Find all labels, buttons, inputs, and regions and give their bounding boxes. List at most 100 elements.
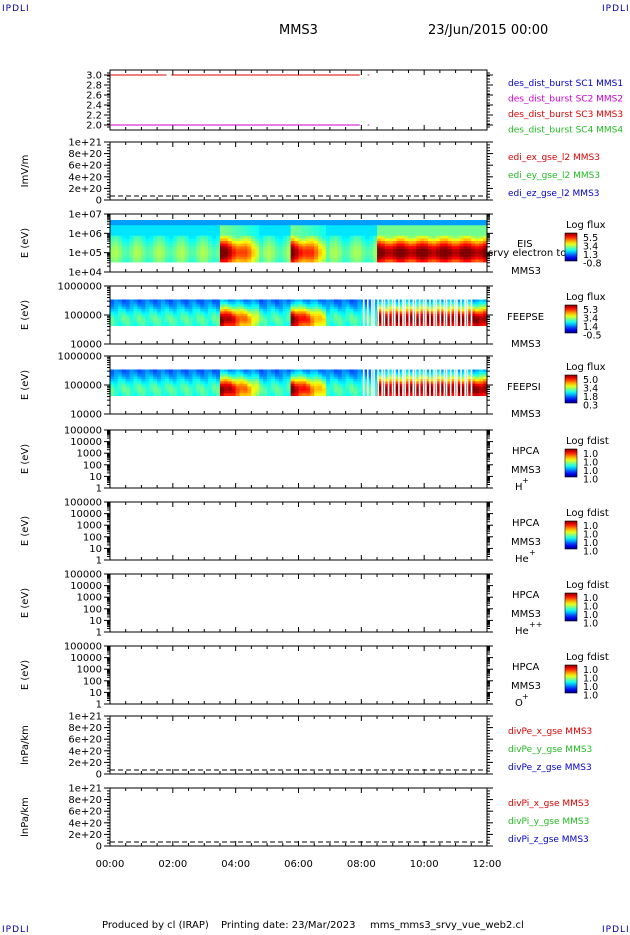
heatmap-cell <box>224 238 228 241</box>
heatmap-cell <box>350 391 354 394</box>
heatmap-cell <box>291 238 295 241</box>
heatmap-cell <box>342 309 346 312</box>
heatmap-cell <box>149 389 153 392</box>
heatmap-cell <box>263 384 267 387</box>
heatmap-cell <box>381 246 385 249</box>
heatmap-cell <box>189 372 193 375</box>
heatmap-cell <box>126 231 130 234</box>
heatmap-cell <box>444 252 448 255</box>
heatmap-cell <box>416 228 420 231</box>
heatmap-cell <box>275 220 279 223</box>
heatmap-cell <box>216 220 220 223</box>
heatmap-cell <box>436 233 440 236</box>
heatmap-cell <box>149 236 153 239</box>
heatmap-cell <box>314 391 318 394</box>
heatmap-cell <box>114 377 118 380</box>
heatmap-cell <box>145 300 149 303</box>
heatmap-cell <box>299 377 303 380</box>
heatmap-cell <box>141 389 145 392</box>
heatmap-cell <box>137 241 141 244</box>
heatmap-cell <box>165 372 169 375</box>
heatmap-cell <box>267 323 271 326</box>
heatmap-cell <box>149 228 153 231</box>
y-tick-label: 10000 <box>70 581 102 592</box>
heatmap-cell <box>279 304 283 307</box>
heatmap-cell <box>157 304 161 307</box>
heatmap-cell <box>173 246 177 249</box>
heatmap-cell <box>279 246 283 249</box>
heatmap-cell <box>137 238 141 241</box>
heatmap-cell <box>122 302 126 305</box>
heatmap-cell <box>189 379 193 382</box>
heatmap-cell <box>232 389 236 392</box>
heatmap-cell <box>149 254 153 257</box>
heatmap-cell <box>212 389 216 392</box>
heatmap-cell <box>118 370 122 373</box>
heatmap-cell <box>153 389 157 392</box>
heatmap-cell <box>134 238 138 241</box>
heatmap-cell <box>318 236 322 239</box>
heatmap-cell <box>145 244 149 247</box>
heatmap-cell <box>342 236 346 239</box>
heatmap-cell <box>181 311 185 314</box>
heatmap-cell <box>283 249 287 252</box>
heatmap-cell <box>350 393 354 396</box>
heatmap-cell <box>350 231 354 234</box>
heatmap-cell <box>137 233 141 236</box>
heatmap-cell <box>255 241 259 244</box>
heatmap-cell <box>259 316 263 319</box>
heatmap-cell <box>412 231 416 234</box>
heatmap-cell <box>460 223 464 226</box>
heatmap-cell <box>381 257 385 260</box>
y-tick-label: 8e+20 <box>68 723 102 734</box>
heatmap-cell <box>330 393 334 396</box>
heatmap-cell <box>263 254 267 257</box>
heatmap-cell <box>137 381 141 384</box>
heatmap-cell <box>412 259 416 262</box>
heatmap-cell <box>200 311 204 314</box>
heatmap-cell <box>185 231 189 234</box>
heatmap-cell <box>173 223 177 226</box>
heatmap-cell <box>232 316 236 319</box>
heatmap-cell <box>338 321 342 324</box>
heatmap-cell <box>326 379 330 382</box>
heatmap-cell <box>412 249 416 252</box>
heatmap-cell <box>456 220 460 223</box>
heatmap-cell <box>165 254 169 257</box>
heatmap-cell <box>291 377 295 380</box>
heatmap-cell <box>259 302 263 305</box>
data-gap-stripe <box>388 360 390 398</box>
heatmap-cell <box>373 259 377 262</box>
heatmap-cell <box>271 391 275 394</box>
heatmap-cell <box>306 220 310 223</box>
heatmap-cell <box>118 259 122 262</box>
heatmap-cell <box>212 225 216 228</box>
heatmap-cell <box>299 249 303 252</box>
heatmap-cell <box>244 302 248 305</box>
heatmap-cell <box>161 393 165 396</box>
heatmap-cell <box>350 304 354 307</box>
heatmap-cell <box>475 252 479 255</box>
heatmap-cell <box>389 257 393 260</box>
heatmap-cell <box>357 302 361 305</box>
heatmap-cell <box>318 384 322 387</box>
heatmap-cell <box>330 372 334 375</box>
heatmap-cell <box>181 220 185 223</box>
heatmap-cell <box>236 393 240 396</box>
heatmap-cell <box>145 233 149 236</box>
heatmap-cell <box>118 249 122 252</box>
heatmap-cell <box>365 220 369 223</box>
heatmap-cell <box>208 314 212 317</box>
heatmap-cell <box>153 377 157 380</box>
heatmap-cell <box>263 300 267 303</box>
heatmap-cell <box>467 225 471 228</box>
heatmap-cell <box>177 307 181 310</box>
heatmap-cell <box>240 379 244 382</box>
heatmap-cell <box>244 314 248 317</box>
heatmap-cell <box>448 220 452 223</box>
heatmap-cell <box>173 381 177 384</box>
heatmap-cell <box>295 244 299 247</box>
heatmap-cell <box>314 319 318 322</box>
data-gap-stripe <box>425 360 427 398</box>
heatmap-cell <box>397 257 401 260</box>
